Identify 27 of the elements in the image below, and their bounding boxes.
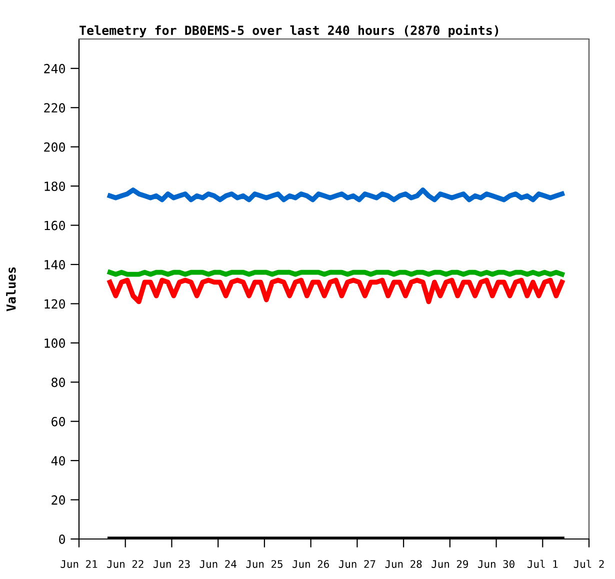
x-tick-label: Jun 23 xyxy=(153,560,190,568)
y-tick-label: 220 xyxy=(44,103,65,113)
y-tick-label: 80 xyxy=(52,378,65,388)
x-tick-label: Jun 28 xyxy=(385,560,422,568)
x-tick-label: Jun 25 xyxy=(246,560,282,568)
y-axis-title: Values xyxy=(6,267,16,312)
y-tick-label: 180 xyxy=(44,182,65,192)
y-tick-label: 20 xyxy=(52,495,65,505)
y-tick-label: 240 xyxy=(44,64,65,74)
x-tick-label: Jun 30 xyxy=(478,560,514,568)
x-tick-label: Jun 24 xyxy=(200,560,236,568)
y-tick-label: 140 xyxy=(44,260,65,270)
y-tick-label: 100 xyxy=(44,338,65,348)
y-tick-label: 0 xyxy=(59,534,65,544)
y-tick-label: 60 xyxy=(52,416,65,426)
y-tick-label: 120 xyxy=(44,299,65,309)
y-tick-label: 200 xyxy=(44,142,65,152)
x-tick-label: Jul 1 xyxy=(528,560,558,568)
y-tick-label: 40 xyxy=(51,456,65,466)
x-tick-label: Jun 22 xyxy=(107,560,144,568)
x-tick-label: Jun 27 xyxy=(338,560,376,568)
y-tick-label: 160 xyxy=(44,220,65,230)
x-tick-label: Jun 21 xyxy=(60,560,98,568)
x-tick-label: Jul 2 xyxy=(574,560,604,568)
x-tick-label: Jun 26 xyxy=(292,560,329,568)
x-tick-label: Jun 29 xyxy=(432,560,468,568)
chart-title: Telemetry for DB0EMS-5 over last 240 hours (2870 points) xyxy=(80,24,498,38)
